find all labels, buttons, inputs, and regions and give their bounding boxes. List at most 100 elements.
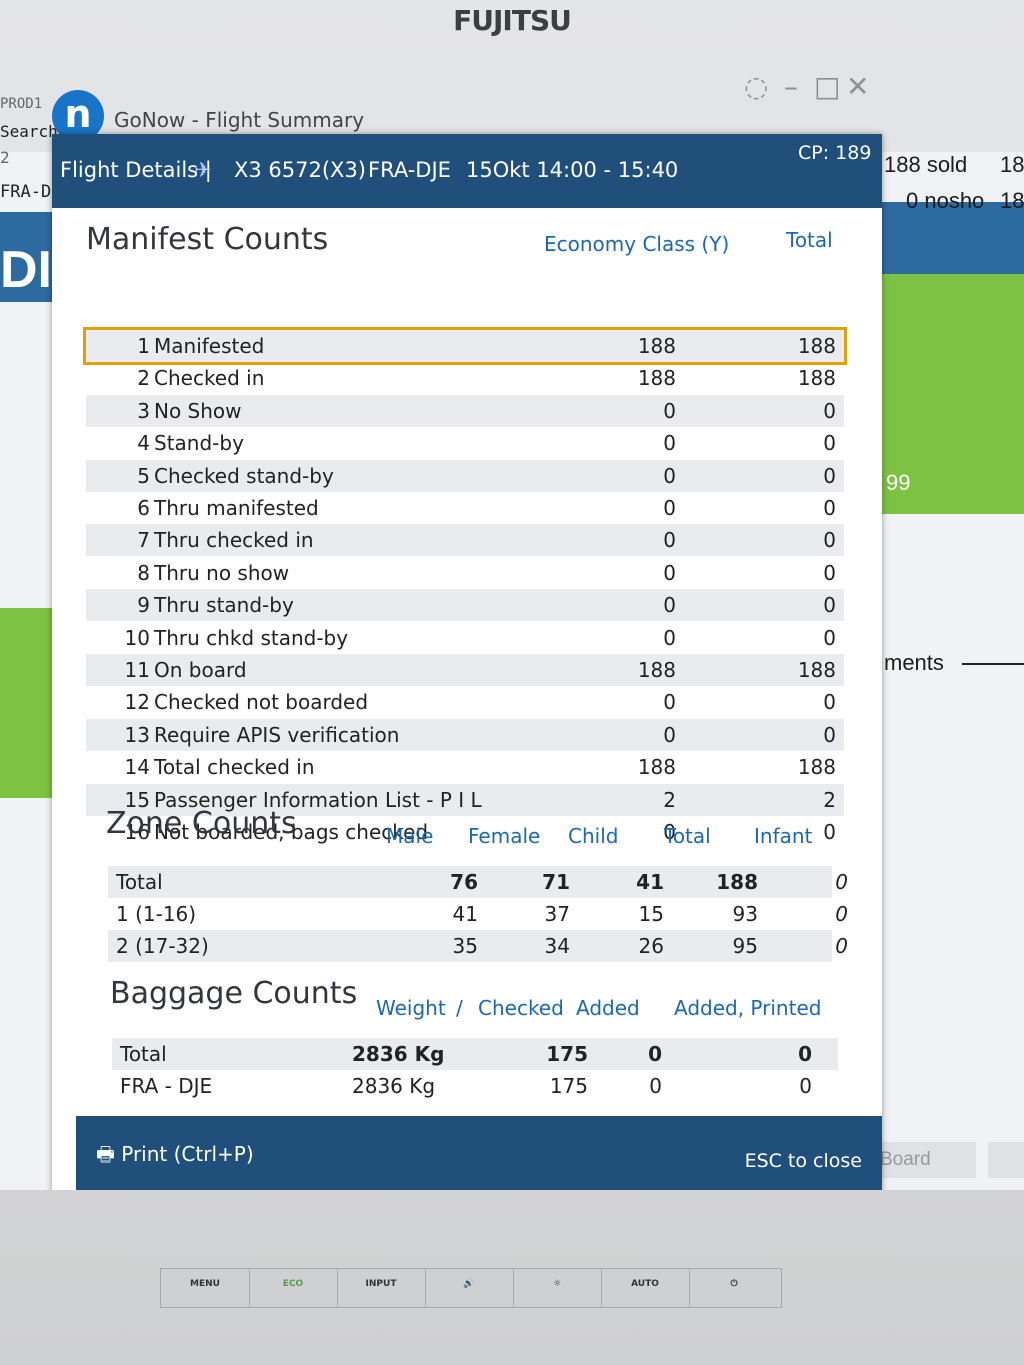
manifest-row-number: 15 <box>124 787 150 812</box>
baggage-cell-checked: 175 <box>546 1042 588 1066</box>
manifest-row[interactable]: 10 Thru chkd stand-by 0 0 <box>86 622 844 654</box>
manifest-row-number: 7 <box>137 528 150 553</box>
manifest-row-economy: 2 <box>663 787 676 812</box>
right-99: 99 <box>886 470 911 495</box>
manifest-row-label: Checked not boarded <box>154 690 369 715</box>
print-button[interactable]: 🖶 Print (Ctrl+P) <box>96 1140 254 1174</box>
manifest-row-total: 0 <box>823 398 836 423</box>
baggage-row[interactable]: FRA - DJE 2836 Kg 175 0 0 <box>112 1070 838 1102</box>
manifest-row[interactable]: 11 On board 188 188 <box>86 654 844 686</box>
manifest-row[interactable]: 6 Thru manifested 0 0 <box>86 492 844 524</box>
search-label[interactable]: Search <box>0 122 58 141</box>
zone-cell-total: 95 <box>732 934 758 958</box>
manifest-row[interactable]: 5 Checked stand-by 0 0 <box>86 459 844 492</box>
zone-cell-child: 26 <box>638 934 664 958</box>
manifest-row[interactable]: 13 Require APIS verification 0 0 <box>86 718 844 751</box>
monitor-eco-button[interactable]: ECO <box>249 1269 338 1307</box>
manifest-row-label: Thru no show <box>154 560 290 585</box>
zone-cell-infant: 0 <box>835 902 848 926</box>
manifest-row-economy: 188 <box>637 334 676 358</box>
manifest-row-number: 1 <box>137 334 150 358</box>
right-ments: ments <box>884 650 944 675</box>
manifest-row-label: Not boarded, bags checked <box>154 820 429 844</box>
baggage-cell-name: Total <box>120 1042 167 1066</box>
dialog-footer: 🖶 Print (Ctrl+P) ESC to close <box>76 1116 882 1190</box>
manifest-row-total: 2 <box>823 787 836 812</box>
manifest-row-total: 0 <box>823 496 836 520</box>
dialog-header: Flight Details | ✈ X3 6572(X3) FRA-DJE 1… <box>52 134 882 208</box>
flight-number: X3 6572(X3) <box>234 158 366 182</box>
manifest-row[interactable]: 16 Not boarded, bags checked 0 0 <box>86 816 844 848</box>
zone-col-infant: Infant <box>754 824 813 848</box>
monitor-input-button[interactable]: INPUT <box>337 1269 426 1307</box>
gonow-logo-icon: n <box>52 90 104 142</box>
cp-count: CP: 189 <box>798 142 872 164</box>
maximize-icon[interactable]: □ <box>814 70 841 103</box>
manifest-row-number: 3 <box>137 398 150 423</box>
zone-row[interactable]: 2 (17-32) 35 34 26 95 0 <box>108 930 848 962</box>
zone-row[interactable]: Total 76 71 41 188 0 <box>108 866 848 898</box>
bag-col-weight: Weight <box>376 996 446 1020</box>
baggage-cell-added: 0 <box>648 1042 662 1066</box>
baggage-cell-weight: 2836 Kg <box>352 1074 436 1098</box>
baggage-row[interactable]: Total 2836 Kg 175 0 0 <box>112 1038 838 1070</box>
manifest-row[interactable]: 9 Thru stand-by 0 0 <box>86 589 844 622</box>
zone-cell-female: 34 <box>544 934 570 958</box>
board-button[interactable]: Board <box>876 1142 976 1178</box>
manifest-row[interactable]: 7 Thru checked in 0 0 <box>86 524 844 557</box>
zone-cell-female: 37 <box>544 902 570 926</box>
monitor-brightness-button[interactable]: ☼ <box>513 1269 602 1307</box>
monitor-power-button[interactable]: ⏻ <box>730 1279 738 1289</box>
flight-route: FRA-DJE <box>368 158 451 182</box>
minimize-icon[interactable]: – <box>784 70 798 103</box>
manifest-row-total: 188 <box>797 658 836 682</box>
close-hint[interactable]: ESC to close <box>744 1150 862 1172</box>
bag-col-checked: Checked <box>478 996 564 1020</box>
manifest-row-label: No Show <box>154 398 242 423</box>
zone-row[interactable]: 1 (1-16) 41 37 15 93 0 <box>108 898 848 930</box>
manifest-row-label: Thru manifested <box>154 496 319 520</box>
sold-count-2: 18 <box>1000 152 1024 177</box>
manifest-row[interactable]: 1 Manifested 188 188 <box>83 327 847 365</box>
manifest-row[interactable]: 4 Stand-by 0 0 <box>86 427 844 459</box>
manifest-row[interactable]: 14 Total checked in 188 188 <box>86 751 844 783</box>
manifest-row[interactable]: 12 Checked not boarded 0 0 <box>86 686 844 718</box>
manifest-row-total: 0 <box>823 431 836 456</box>
loading-icon: ◌ <box>744 70 769 103</box>
zone-cell-infant: 0 <box>835 934 848 958</box>
manifest-row-total: 0 <box>823 528 836 553</box>
zone-col-female: Female <box>468 824 541 848</box>
manifest-row-total: 0 <box>823 625 836 650</box>
manifest-row[interactable]: 8 Thru no show 0 0 <box>86 557 844 589</box>
manifest-row-number: 13 <box>124 722 150 747</box>
monitor-menu-button[interactable]: MENU <box>161 1269 250 1307</box>
flight-details-dialog: Flight Details | ✈ X3 6572(X3) FRA-DJE 1… <box>52 134 882 1190</box>
manifest-row[interactable]: 3 No Show 0 0 <box>86 394 844 427</box>
bag-col-sep: / <box>456 996 463 1020</box>
monitor-buttons: MENU ECO INPUT 🔊 ☼ AUTO ⏻ <box>160 1268 782 1308</box>
baggage-title: Baggage Counts <box>110 976 358 1011</box>
baggage-cell-added_printed: 0 <box>798 1042 812 1066</box>
manifest-title: Manifest Counts <box>86 222 329 257</box>
manifest-row-economy: 188 <box>637 755 676 780</box>
manifest-row-economy: 0 <box>663 820 676 844</box>
right-divider <box>962 663 1024 665</box>
manifest-row-number: 4 <box>137 431 150 456</box>
sold-count: 188 sold <box>884 152 968 177</box>
zone-cell-male: 35 <box>452 934 478 958</box>
secondary-button[interactable] <box>988 1142 1024 1178</box>
zone-cell-infant: 0 <box>835 870 848 894</box>
monitor-auto-button[interactable]: AUTO <box>601 1269 690 1307</box>
manifest-row-number: 5 <box>137 463 150 488</box>
manifest-row-label: Manifested <box>154 334 265 358</box>
close-icon[interactable]: ✕ <box>846 70 870 103</box>
printer-icon: 🖶 <box>96 1142 115 1166</box>
manifest-row[interactable]: 2 Checked in 188 188 <box>86 362 844 394</box>
monitor-volume-button[interactable]: 🔊 <box>425 1269 514 1307</box>
manifest-row-label: Total checked in <box>154 755 315 780</box>
manifest-row-economy: 0 <box>663 463 676 488</box>
baggage-cell-added: 0 <box>649 1074 662 1098</box>
manifest-row[interactable]: 15 Passenger Information List - P I L 2 2 <box>86 783 844 816</box>
bag-col-added: Added <box>576 996 640 1020</box>
